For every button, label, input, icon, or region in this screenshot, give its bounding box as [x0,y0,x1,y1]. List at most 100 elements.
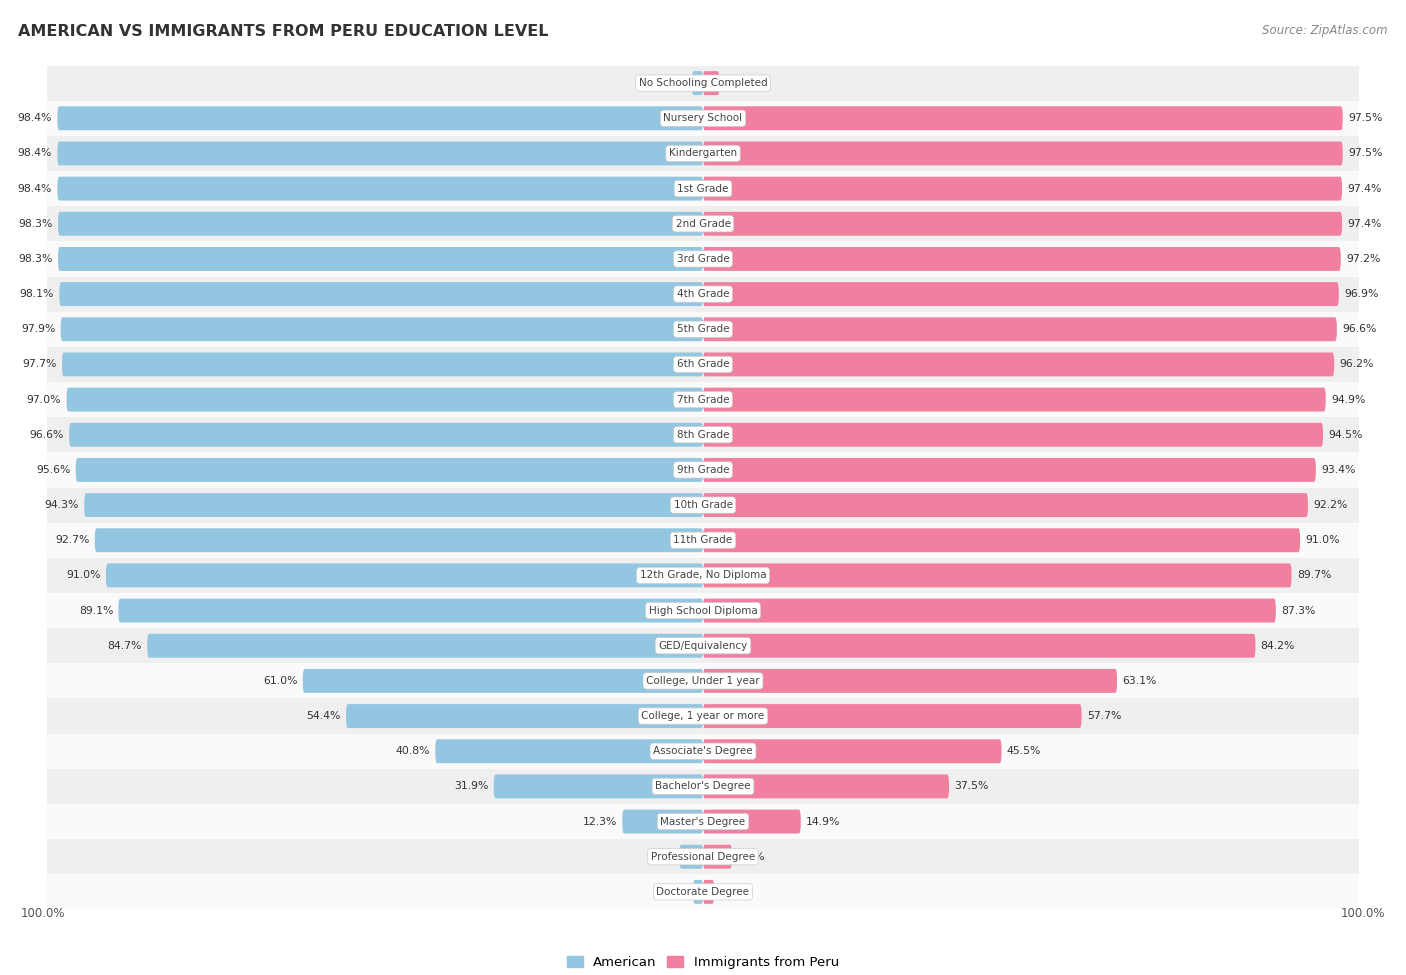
FancyBboxPatch shape [46,698,1360,733]
Text: 97.4%: 97.4% [1347,183,1382,194]
FancyBboxPatch shape [46,558,1360,593]
FancyBboxPatch shape [703,141,1343,166]
Text: 98.1%: 98.1% [20,290,53,299]
FancyBboxPatch shape [46,452,1360,488]
Text: Nursery School: Nursery School [664,113,742,123]
FancyBboxPatch shape [703,704,1081,728]
FancyBboxPatch shape [703,388,1326,411]
FancyBboxPatch shape [693,879,703,904]
Text: 37.5%: 37.5% [955,781,988,792]
Text: 2.5%: 2.5% [724,78,752,88]
Text: 1st Grade: 1st Grade [678,183,728,194]
FancyBboxPatch shape [59,282,703,306]
Text: 97.5%: 97.5% [1348,113,1382,123]
Text: 97.0%: 97.0% [27,395,62,405]
Text: Kindergarten: Kindergarten [669,148,737,159]
FancyBboxPatch shape [46,628,1360,663]
FancyBboxPatch shape [703,599,1275,622]
FancyBboxPatch shape [46,523,1360,558]
Text: Source: ZipAtlas.com: Source: ZipAtlas.com [1263,24,1388,37]
FancyBboxPatch shape [703,282,1339,306]
Text: Doctorate Degree: Doctorate Degree [657,887,749,897]
Text: 98.3%: 98.3% [18,218,53,229]
FancyBboxPatch shape [46,839,1360,875]
Text: 84.7%: 84.7% [108,641,142,650]
FancyBboxPatch shape [46,663,1360,698]
FancyBboxPatch shape [703,669,1116,693]
FancyBboxPatch shape [679,844,703,869]
FancyBboxPatch shape [703,528,1301,552]
FancyBboxPatch shape [58,212,703,236]
FancyBboxPatch shape [436,739,703,763]
Text: 3.6%: 3.6% [647,852,673,862]
Text: 54.4%: 54.4% [307,711,340,722]
Text: 100.0%: 100.0% [21,907,65,920]
Text: 61.0%: 61.0% [263,676,298,685]
Text: 97.5%: 97.5% [1348,148,1382,159]
Text: 93.4%: 93.4% [1322,465,1355,475]
FancyBboxPatch shape [703,353,1334,376]
Text: 12th Grade, No Diploma: 12th Grade, No Diploma [640,570,766,580]
Text: 94.3%: 94.3% [45,500,79,510]
Text: 6th Grade: 6th Grade [676,360,730,370]
FancyBboxPatch shape [494,774,703,799]
Text: High School Diploma: High School Diploma [648,605,758,615]
Text: 2nd Grade: 2nd Grade [675,218,731,229]
FancyBboxPatch shape [46,804,1360,839]
FancyBboxPatch shape [703,247,1341,271]
Text: No Schooling Completed: No Schooling Completed [638,78,768,88]
FancyBboxPatch shape [703,212,1343,236]
Text: 4th Grade: 4th Grade [676,290,730,299]
Text: 92.2%: 92.2% [1313,500,1347,510]
Text: 96.9%: 96.9% [1344,290,1378,299]
FancyBboxPatch shape [623,809,703,834]
Text: 8th Grade: 8th Grade [676,430,730,440]
Text: 3rd Grade: 3rd Grade [676,254,730,264]
Text: 45.5%: 45.5% [1007,746,1042,757]
FancyBboxPatch shape [62,353,703,376]
FancyBboxPatch shape [46,347,1360,382]
FancyBboxPatch shape [46,242,1360,277]
Text: 63.1%: 63.1% [1122,676,1157,685]
Text: Bachelor's Degree: Bachelor's Degree [655,781,751,792]
FancyBboxPatch shape [703,317,1337,341]
FancyBboxPatch shape [46,277,1360,312]
Text: 97.7%: 97.7% [22,360,56,370]
Text: 31.9%: 31.9% [454,781,488,792]
FancyBboxPatch shape [703,493,1308,517]
FancyBboxPatch shape [46,136,1360,171]
Text: GED/Equivalency: GED/Equivalency [658,641,748,650]
Text: 92.7%: 92.7% [55,535,90,545]
FancyBboxPatch shape [58,247,703,271]
Text: 9th Grade: 9th Grade [676,465,730,475]
FancyBboxPatch shape [703,634,1256,658]
Text: 14.9%: 14.9% [806,816,841,827]
Text: 97.2%: 97.2% [1346,254,1381,264]
Text: 98.4%: 98.4% [18,148,52,159]
Text: 100.0%: 100.0% [1341,907,1385,920]
Text: 94.5%: 94.5% [1329,430,1362,440]
Text: 87.3%: 87.3% [1281,605,1316,615]
FancyBboxPatch shape [46,488,1360,523]
Text: Master's Degree: Master's Degree [661,816,745,827]
FancyBboxPatch shape [60,317,703,341]
Text: 4.4%: 4.4% [737,852,765,862]
Text: 57.7%: 57.7% [1087,711,1121,722]
Legend: American, Immigrants from Peru: American, Immigrants from Peru [561,951,845,974]
Text: Associate's Degree: Associate's Degree [654,746,752,757]
Text: 5th Grade: 5th Grade [676,325,730,334]
FancyBboxPatch shape [703,564,1292,587]
FancyBboxPatch shape [703,458,1316,482]
FancyBboxPatch shape [66,388,703,411]
FancyBboxPatch shape [703,844,733,869]
Text: 89.7%: 89.7% [1296,570,1331,580]
Text: 96.6%: 96.6% [1343,325,1376,334]
Text: 91.0%: 91.0% [1305,535,1340,545]
Text: 12.3%: 12.3% [582,816,617,827]
FancyBboxPatch shape [84,493,703,517]
Text: 84.2%: 84.2% [1261,641,1295,650]
FancyBboxPatch shape [94,528,703,552]
FancyBboxPatch shape [46,382,1360,417]
FancyBboxPatch shape [46,171,1360,206]
Text: 97.4%: 97.4% [1347,218,1382,229]
